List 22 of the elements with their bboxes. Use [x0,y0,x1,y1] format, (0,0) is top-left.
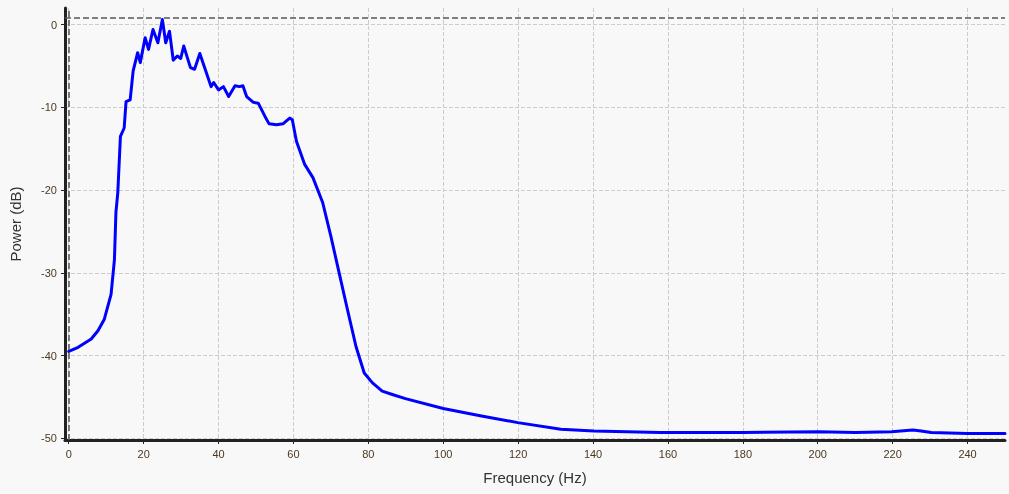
y-tick-label: -30 [41,266,57,279]
x-tick-label: 0 [65,447,72,460]
x-tick-label: 200 [808,447,827,460]
x-tick-label: 180 [733,447,753,460]
x-tick-label: 100 [434,447,453,460]
x-tick-label: 60 [287,447,300,460]
y-axis-title: Power (dB) [7,186,24,262]
y-tick-label: -10 [41,101,57,114]
x-tick-label: 140 [583,447,603,460]
y-tick-label: -40 [41,349,57,362]
x-tick-label: 80 [362,447,375,460]
x-axis-title: Frequency (Hz) [483,469,587,486]
x-tick-label: 160 [658,447,678,460]
x-tick-label: 120 [508,447,528,460]
y-tick-label: -50 [41,432,57,445]
x-tick-label: 220 [883,447,902,460]
x-tick-label: 40 [212,447,225,460]
x-tick-label: 240 [958,447,977,460]
x-tick-label: 20 [137,447,150,460]
y-tick-label: -20 [41,184,57,197]
line-series [67,18,1007,435]
y-tick-label: 0 [50,18,57,31]
